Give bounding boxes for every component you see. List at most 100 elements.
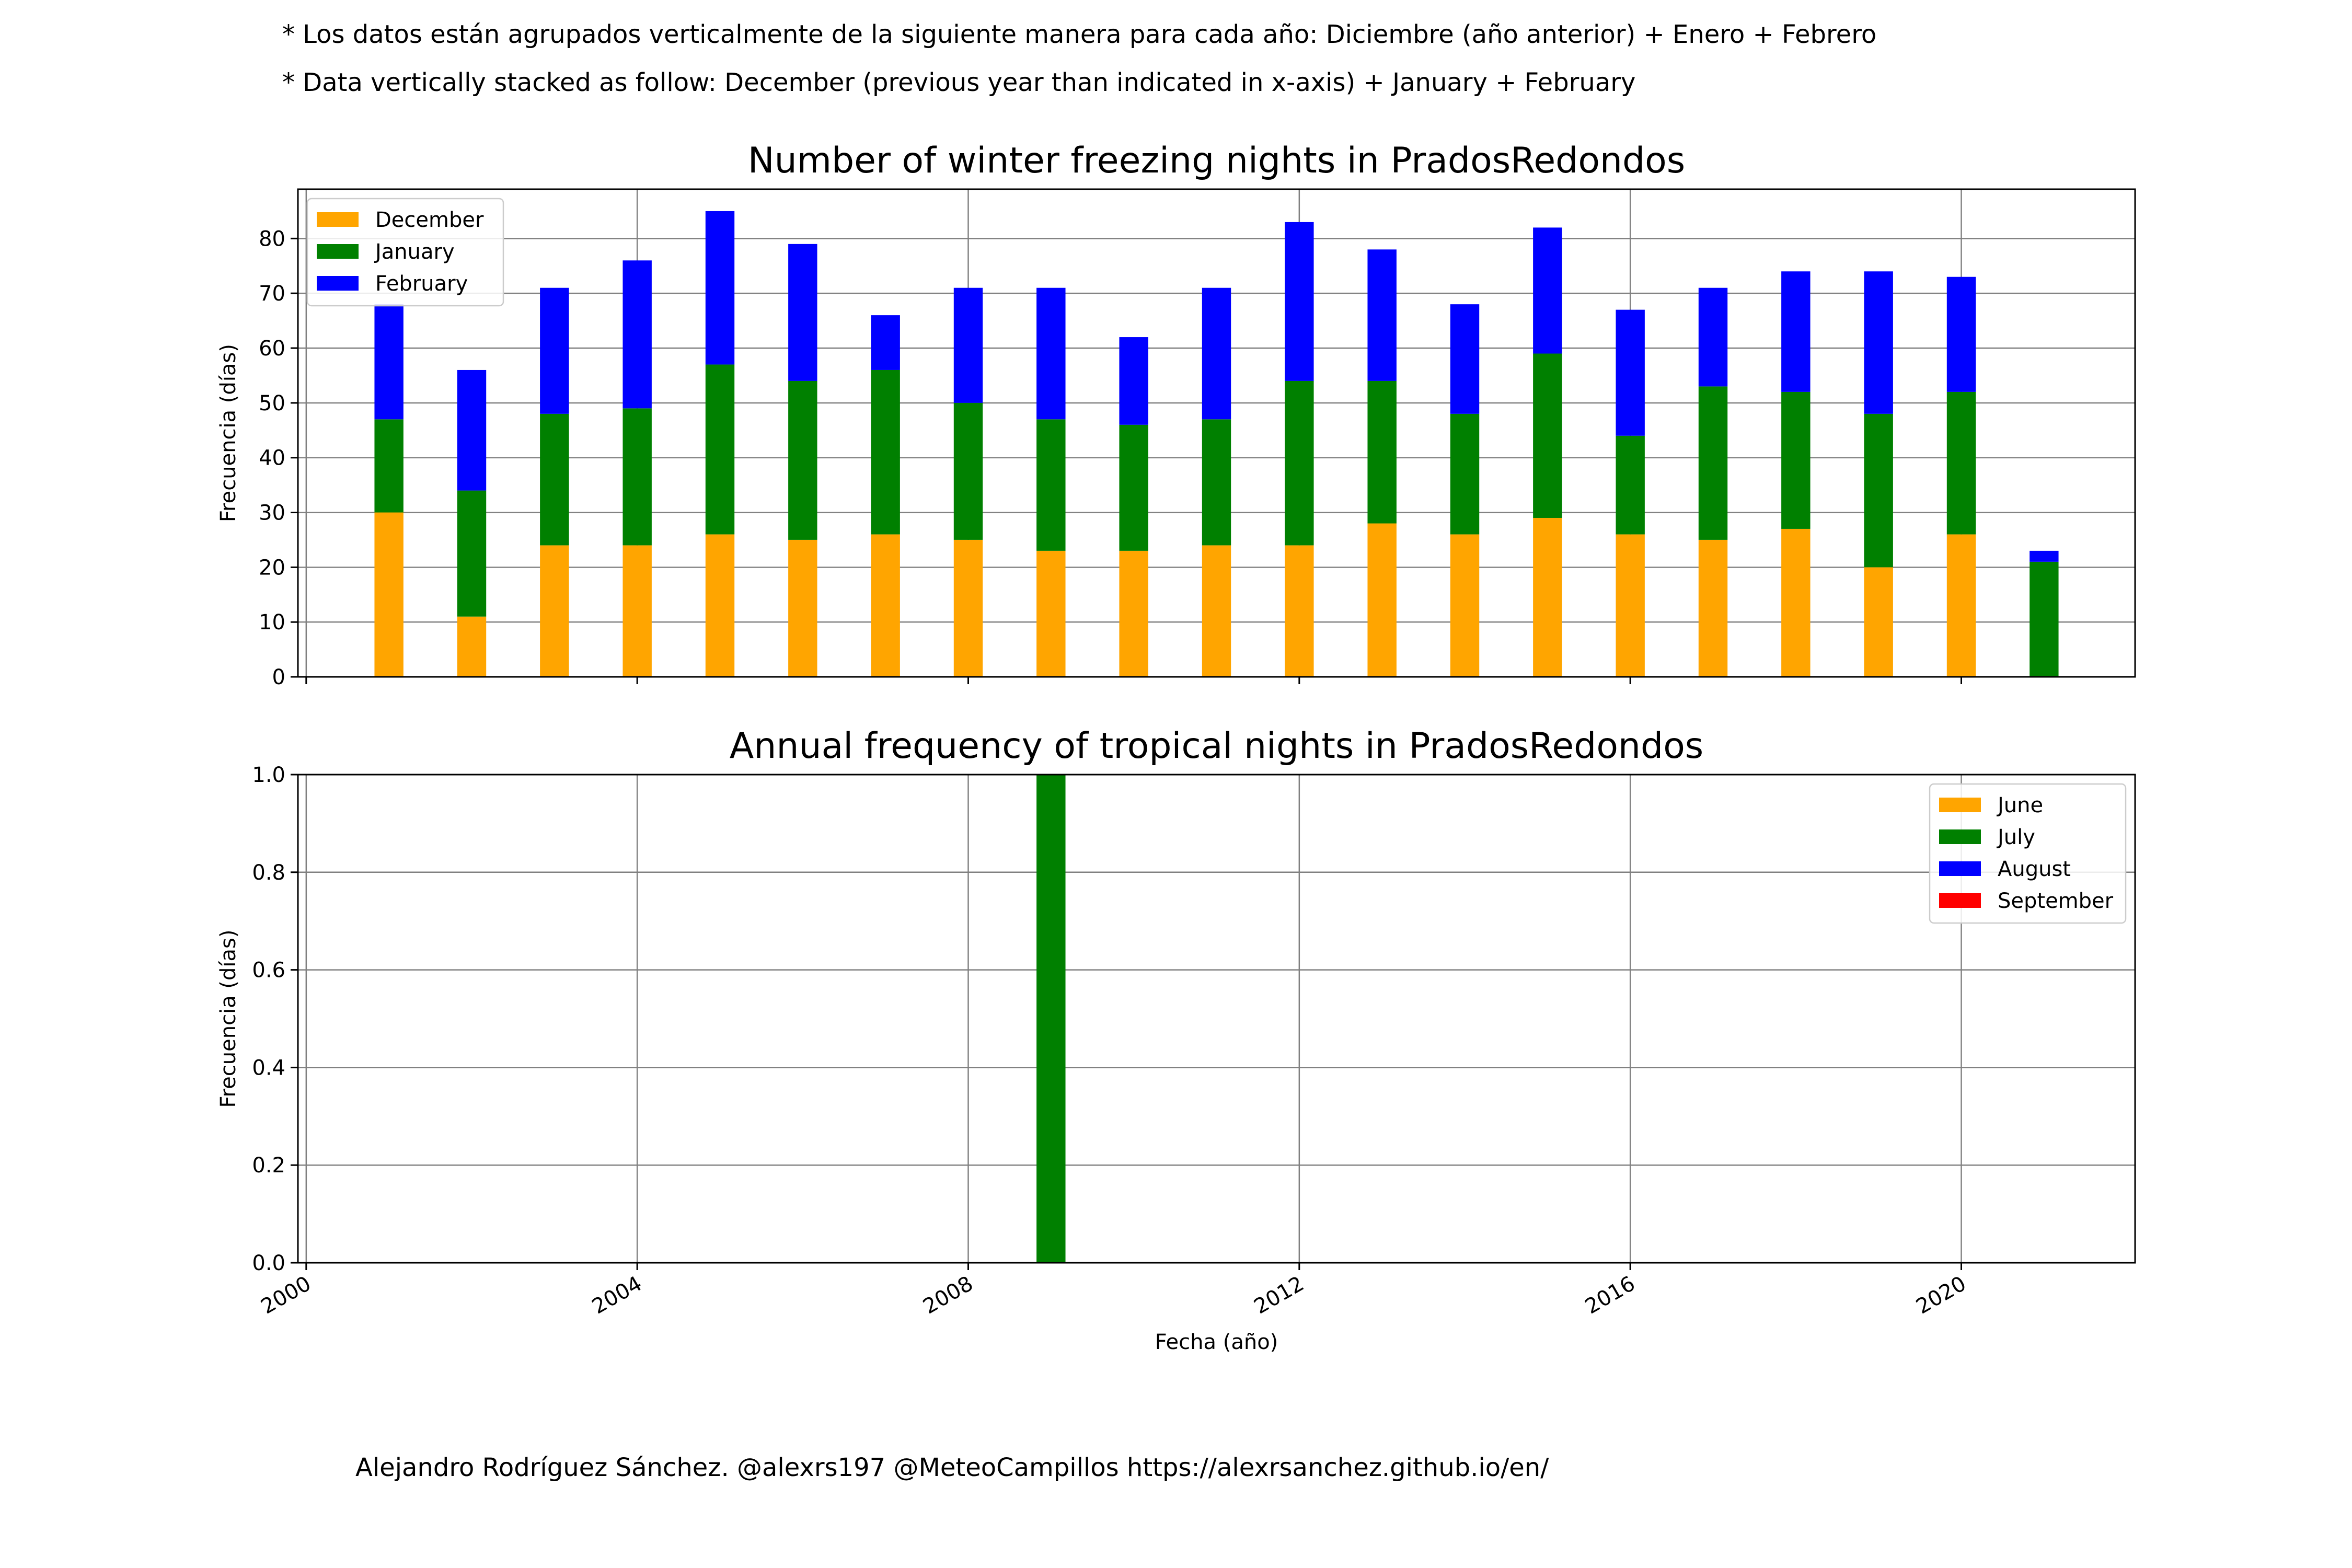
- y-axis-label: Frecuencia (días): [216, 930, 240, 1108]
- y-tick-label: 0.4: [252, 1056, 285, 1080]
- bar-february-2017: [1698, 287, 1728, 387]
- y-axis-label: Frecuencia (días): [216, 344, 240, 522]
- y-tick-label: 20: [259, 556, 285, 580]
- x-tick-label: 2012: [1250, 1272, 1308, 1319]
- y-tick-label: 40: [259, 446, 285, 470]
- bar-february-2021: [2030, 550, 2059, 562]
- axes-frame: [297, 774, 2136, 1264]
- bar-january-2016: [1616, 435, 1645, 535]
- bar-february-2016: [1616, 309, 1645, 436]
- legend-label-july: July: [1996, 825, 2035, 849]
- x-tick-label: 2008: [919, 1272, 977, 1319]
- y-tick-label: 1.0: [252, 763, 285, 787]
- y-tick-label: 70: [259, 282, 285, 306]
- bar-december-2015: [1533, 517, 1562, 677]
- bar-january-2021: [2030, 561, 2059, 677]
- bar-december-2009: [1036, 550, 1066, 677]
- bar-february-2002: [457, 370, 487, 491]
- chart-panel-2: 0.0 0.2 0.4 0.6 0.8 1.0 2000 2004 2008 2012 2016 20…: [216, 725, 2136, 1354]
- bar-january-2020: [1946, 391, 1976, 535]
- note-spanish: * Los datos están agrupados verticalment…: [282, 20, 1877, 49]
- bar-february-2003: [540, 287, 569, 414]
- bar-february-2020: [1946, 276, 1976, 392]
- legend-swatch-june: [1939, 798, 1981, 812]
- bar-february-2019: [1864, 271, 1893, 414]
- bar-december-2013: [1367, 523, 1397, 677]
- axes-frame: [297, 188, 2136, 678]
- legend-swatch-february: [317, 276, 359, 291]
- legend: December January February: [306, 198, 504, 307]
- y-tick-label: 0: [272, 665, 285, 689]
- bar-december-2012: [1285, 545, 1314, 677]
- bar-february-2006: [788, 244, 817, 381]
- bar-january-2015: [1533, 353, 1562, 518]
- bar-february-2010: [1119, 337, 1148, 425]
- legend-label-june: June: [1996, 793, 2043, 817]
- y-tick-label: 80: [259, 227, 285, 251]
- bar-december-2019: [1864, 567, 1893, 677]
- bar-december-2020: [1946, 534, 1976, 677]
- bar-december-2007: [871, 534, 900, 677]
- bar-january-2013: [1367, 381, 1397, 524]
- y-tick-label: 0.6: [252, 959, 285, 983]
- chart-title: Number of winter freezing nights in Prad…: [748, 140, 1685, 181]
- bar-february-2004: [622, 260, 652, 409]
- legend-swatch-august: [1939, 861, 1981, 876]
- bar-december-2017: [1698, 539, 1728, 677]
- bar-december-2008: [953, 539, 983, 677]
- bar-december-2010: [1119, 550, 1148, 677]
- bar-february-2011: [1202, 287, 1231, 420]
- bar-january-2007: [871, 370, 900, 535]
- bar-february-2007: [871, 315, 900, 370]
- bar-january-2004: [622, 408, 652, 546]
- legend: June July August September: [1929, 783, 2127, 924]
- chart-title: Annual frequency of tropical nights in P…: [730, 725, 1703, 767]
- x-tick-label: 2016: [1581, 1272, 1639, 1319]
- bar-january-2014: [1450, 413, 1480, 535]
- bar-january-2010: [1119, 424, 1148, 551]
- x-tick-label: 2000: [257, 1272, 315, 1319]
- bar-december-2001: [374, 512, 403, 677]
- bar-january-2017: [1698, 386, 1728, 540]
- bar-january-2003: [540, 413, 569, 546]
- bar-february-2009: [1036, 287, 1066, 420]
- legend-swatch-december: [317, 212, 359, 227]
- bar-july-2009: [1036, 775, 1066, 1263]
- y-tick-label: 0.2: [252, 1154, 285, 1178]
- bar-january-2011: [1202, 419, 1231, 546]
- bar-december-2018: [1781, 528, 1811, 677]
- legend-label-february: February: [375, 272, 468, 296]
- bar-january-2009: [1036, 419, 1066, 551]
- y-tick-label: 0.8: [252, 861, 285, 885]
- legend-label-december: December: [375, 208, 484, 232]
- bar-january-2001: [374, 419, 403, 513]
- y-tick-label: 50: [259, 391, 285, 416]
- bar-december-2004: [622, 545, 652, 677]
- bar-december-2016: [1616, 534, 1645, 677]
- bar-january-2012: [1285, 381, 1314, 546]
- bar-january-2008: [953, 402, 983, 540]
- bar-february-2008: [953, 287, 983, 403]
- bar-january-2002: [457, 490, 487, 617]
- y-tick-label: 0.0: [252, 1251, 285, 1275]
- note-english: * Data vertically stacked as follow: Dec…: [282, 68, 1636, 97]
- bar-february-2012: [1285, 222, 1314, 381]
- credit-line: Alejandro Rodríguez Sánchez. @alexrs197 …: [355, 1453, 1549, 1482]
- legend-box: [1929, 783, 2127, 924]
- legend-label-september: September: [1998, 889, 2114, 913]
- bar-january-2005: [705, 364, 735, 535]
- bar-december-2006: [788, 539, 817, 677]
- legend-label-august: August: [1998, 857, 2071, 881]
- y-tick-label: 30: [259, 501, 285, 525]
- bar-february-2001: [374, 304, 403, 420]
- legend-swatch-july: [1939, 829, 1981, 844]
- bar-february-2005: [705, 211, 735, 365]
- legend-swatch-january: [317, 244, 359, 259]
- y-tick-label: 60: [259, 337, 285, 361]
- bar-february-2013: [1367, 249, 1397, 381]
- chart-panel-1: 0 10 20 30 40 50 60 70 80 Number of winter freezi…: [216, 140, 2136, 689]
- legend-label-january: January: [374, 240, 455, 264]
- bar-december-2005: [705, 534, 735, 677]
- bar-february-2018: [1781, 271, 1811, 392]
